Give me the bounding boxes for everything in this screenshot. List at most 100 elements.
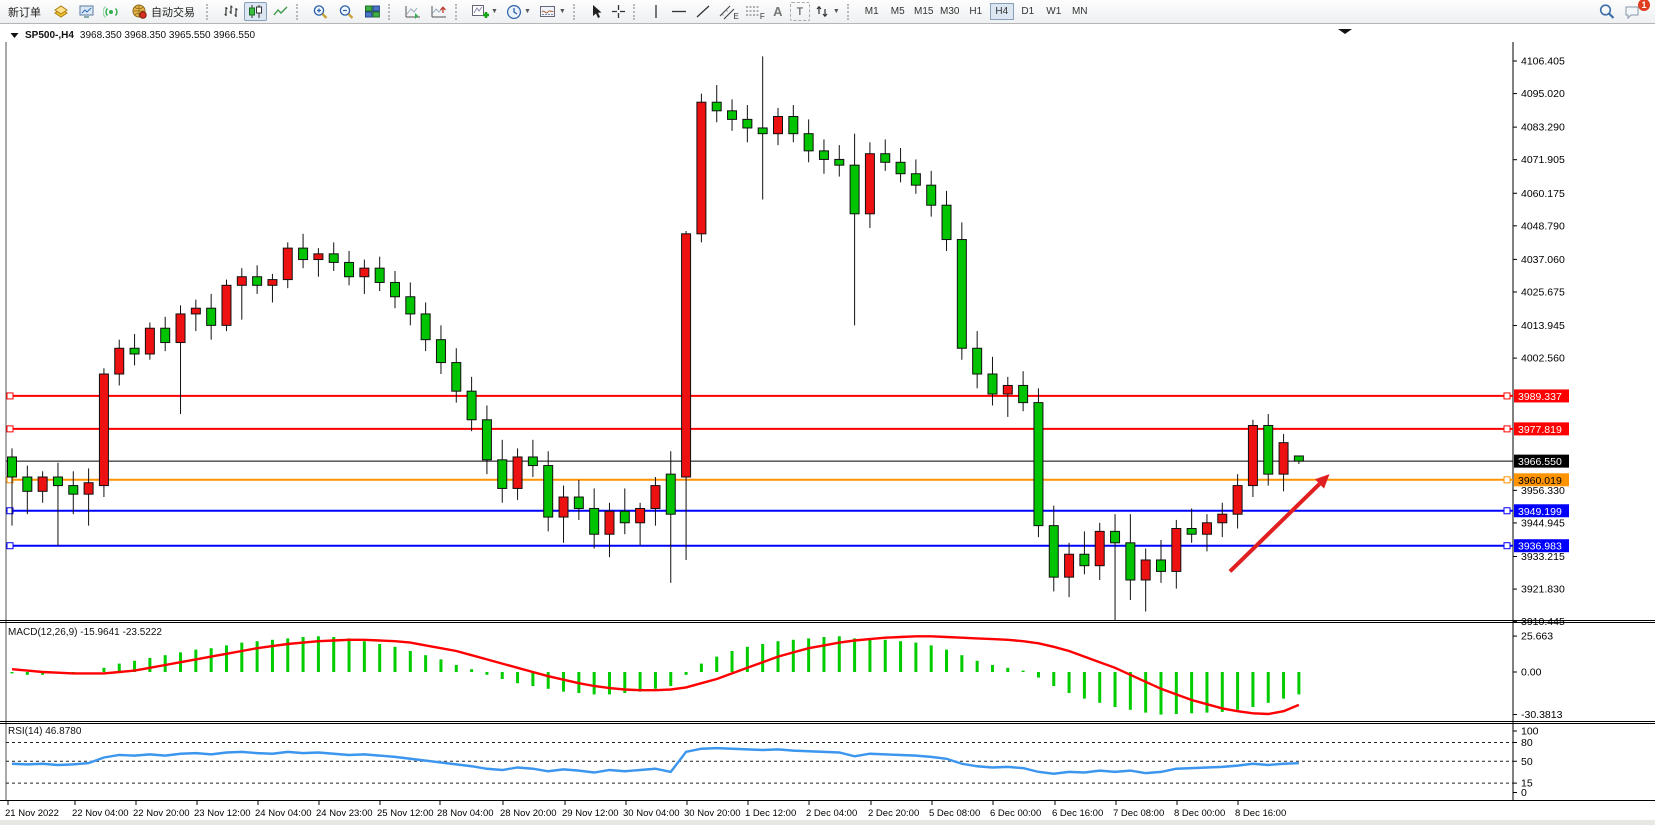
time-tick-label: 24 Nov 23:00 xyxy=(316,808,373,819)
window-collapse-marker-icon[interactable] xyxy=(1338,29,1352,34)
line-handle[interactable] xyxy=(1503,425,1511,433)
macd-current-values: -15.9641 -23.5222 xyxy=(80,627,162,638)
horizontal-line-tool-icon[interactable] xyxy=(668,2,690,21)
candle xyxy=(359,267,370,278)
templates-icon[interactable]: ▼ xyxy=(536,2,569,21)
auto-scroll-icon[interactable] xyxy=(401,2,425,21)
candle xyxy=(1247,425,1258,487)
market-watch-icon[interactable] xyxy=(50,2,73,21)
candle xyxy=(818,150,829,160)
line-handle[interactable] xyxy=(1503,392,1511,400)
dropdown-arrow-icon: ▼ xyxy=(491,8,498,15)
crosshair-tool-icon[interactable] xyxy=(608,2,629,21)
candle xyxy=(1079,553,1090,567)
candle xyxy=(37,476,48,492)
toolbar-separator xyxy=(206,3,215,20)
candle xyxy=(1094,530,1105,567)
candle xyxy=(727,110,738,120)
candle xyxy=(895,161,906,175)
candle xyxy=(849,164,860,215)
fibonacci-tool-icon[interactable]: F xyxy=(742,2,766,21)
line-chart-mode-icon[interactable] xyxy=(269,2,292,21)
candle xyxy=(635,507,646,524)
notifications-icon[interactable]: 1 xyxy=(1621,0,1650,21)
timeframe-button-M30[interactable]: M30 xyxy=(940,6,960,17)
candle xyxy=(267,279,278,286)
vertical-line-tool-icon[interactable] xyxy=(646,2,666,21)
indicators-icon[interactable]: ▼ xyxy=(468,2,501,21)
macd-panel: 25.663 0.00 -30.3813 xyxy=(10,631,1563,721)
line-handle[interactable] xyxy=(1503,507,1511,515)
candle xyxy=(681,233,692,478)
price-line-tag-value: 3989.337 xyxy=(1518,391,1562,403)
time-tick-label: 24 Nov 04:00 xyxy=(255,808,312,819)
price-tick-label: 4025.675 xyxy=(1521,286,1565,298)
candle xyxy=(328,253,339,263)
price-line-tag xyxy=(1514,454,1569,468)
candle xyxy=(160,327,171,344)
timeframe-button-H1[interactable]: H1 xyxy=(969,6,983,17)
signals-icon[interactable] xyxy=(100,2,123,21)
periods-icon[interactable]: ▼ xyxy=(503,2,534,21)
trendline-tool-icon[interactable] xyxy=(692,2,714,21)
candle xyxy=(114,347,125,375)
autotrading-status-icon xyxy=(132,4,147,19)
time-tick-label: 6 Dec 00:00 xyxy=(990,808,1041,819)
bar-chart-mode-icon[interactable] xyxy=(219,2,242,21)
chart-menu-marker-icon[interactable] xyxy=(10,32,19,39)
line-handle[interactable] xyxy=(6,507,14,515)
timeframe-button-M5[interactable]: M5 xyxy=(890,6,905,17)
candle xyxy=(1140,559,1151,581)
time-tick-label: 21 Nov 2022 xyxy=(5,808,59,819)
time-tick-label: 2 Dec 04:00 xyxy=(806,808,857,819)
timeframe-button-M15[interactable]: M15 xyxy=(914,6,934,17)
terminal-icon[interactable] xyxy=(75,2,98,21)
zoom-out-icon[interactable] xyxy=(335,2,359,21)
candlestick-mode-icon[interactable] xyxy=(244,2,267,21)
new-order-button[interactable]: 新订单 xyxy=(8,6,41,19)
trend-arrow[interactable] xyxy=(1228,482,1321,573)
candle xyxy=(497,459,508,489)
main-toolbar: 新订单 自动交易 xyxy=(0,0,1655,24)
timeframe-button-MN[interactable]: MN xyxy=(1071,6,1088,17)
trend-arrow-head[interactable] xyxy=(1314,474,1330,489)
search-icon[interactable] xyxy=(1595,2,1619,21)
timeframe-button-M1[interactable]: M1 xyxy=(864,6,879,17)
rsi-scale-label: 80 xyxy=(1521,737,1533,749)
chart-shift-icon[interactable] xyxy=(427,2,451,21)
candle xyxy=(175,313,186,344)
line-handle[interactable] xyxy=(6,392,14,400)
timeframe-button-H4[interactable]: H4 xyxy=(989,3,1014,20)
cursor-tool-icon[interactable] xyxy=(586,2,606,21)
candlestick-series xyxy=(7,56,1304,621)
equidistant-channel-tool-icon[interactable]: E xyxy=(716,2,740,21)
chart-title-bar[interactable]: SP500-,H4 3968.350 3968.350 3965.550 396… xyxy=(10,29,255,41)
zoom-in-icon[interactable] xyxy=(309,2,333,21)
line-handle[interactable] xyxy=(1503,542,1511,550)
price-tick-label: 3921.830 xyxy=(1521,584,1565,596)
time-tick-label: 2 Dec 20:00 xyxy=(868,808,919,819)
price-line-tag xyxy=(1514,389,1569,403)
text-label-tool-icon[interactable]: T xyxy=(789,2,810,21)
toolbar-separator xyxy=(388,3,397,20)
timeframe-button-W1[interactable]: W1 xyxy=(1046,6,1062,17)
tile-windows-icon[interactable] xyxy=(361,2,384,21)
candle xyxy=(956,239,967,349)
line-handle[interactable] xyxy=(6,425,14,433)
arrows-tool-icon[interactable]: ▼ xyxy=(812,2,843,21)
candle xyxy=(481,419,492,461)
toolbar-separator xyxy=(632,3,642,20)
text-tool-icon[interactable]: A xyxy=(773,4,783,19)
fibonacci-tool-glyph: F xyxy=(759,12,765,21)
line-handle[interactable] xyxy=(1503,476,1511,484)
candle xyxy=(803,133,814,152)
rsi-name: RSI(14) xyxy=(8,726,43,737)
candle xyxy=(451,362,462,392)
autotrading-button[interactable]: 自动交易 xyxy=(125,2,202,21)
price-line-tag xyxy=(1514,504,1569,518)
candle xyxy=(190,307,201,315)
candle xyxy=(864,153,875,215)
timeframe-button-D1[interactable]: D1 xyxy=(1021,6,1035,17)
line-handle[interactable] xyxy=(6,542,14,550)
